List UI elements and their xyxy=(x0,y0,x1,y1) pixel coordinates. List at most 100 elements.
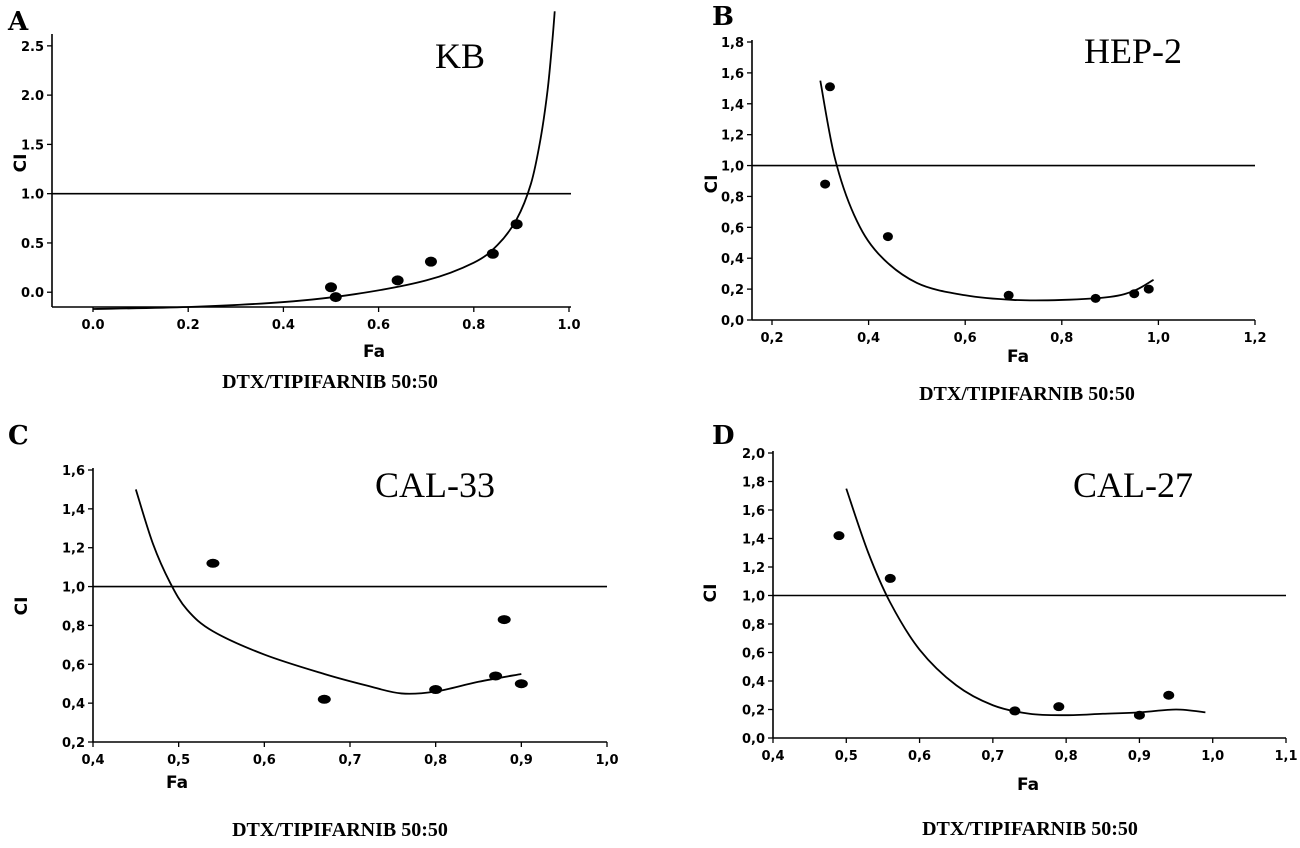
x-tick-label: 1,1 xyxy=(1274,749,1297,764)
x-tick-label: 0.0 xyxy=(81,318,104,333)
y-tick-label: 1,0 xyxy=(62,581,85,596)
data-point xyxy=(206,558,220,568)
data-point xyxy=(884,573,896,583)
y-tick-label: 0,2 xyxy=(62,736,85,751)
y-tick-label: 1,6 xyxy=(62,464,85,479)
data-point xyxy=(824,82,835,92)
data-point xyxy=(329,292,342,303)
figure-caption: DTX/TIPIFARNIB 50:50 xyxy=(919,383,1135,405)
x-axis-label: Fa xyxy=(363,342,385,362)
x-tick-label: 0,2 xyxy=(760,331,783,346)
y-tick-label: 1,8 xyxy=(742,476,765,491)
x-tick-label: 0,6 xyxy=(253,753,276,768)
x-tick-label: 0,8 xyxy=(1050,331,1073,346)
y-tick-label: 0,8 xyxy=(742,618,765,633)
x-tick-label: 1,0 xyxy=(595,753,618,768)
y-tick-label: 1,0 xyxy=(721,160,744,175)
y-axis-label: CI xyxy=(12,597,32,616)
data-point xyxy=(882,232,893,242)
data-point xyxy=(325,282,337,293)
y-tick-label: 2,0 xyxy=(742,447,765,462)
y-tick-label: 0,6 xyxy=(742,647,765,662)
x-tick-label: 0.4 xyxy=(272,318,295,333)
y-tick-label: 1,4 xyxy=(62,503,85,518)
fitted-curve xyxy=(845,488,1206,717)
chart-title: KB xyxy=(435,36,485,76)
y-axis-label: CI xyxy=(701,584,721,603)
x-axis-label: Fa xyxy=(1007,347,1029,367)
chart-panel-c: C CAL-33 0,4 0,5 0,6 0,7 0,8 0,9 1,0 0,2 0,4 0,6 0,8… xyxy=(8,421,619,841)
panel-letter: D xyxy=(712,421,735,451)
y-tick-label: 0,4 xyxy=(721,252,744,267)
y-tick-label: 1,2 xyxy=(742,561,765,576)
fitted-curve xyxy=(819,80,1155,302)
data-point xyxy=(391,275,404,286)
x-tick-label: 0,6 xyxy=(954,331,977,346)
y-tick-label: 0,0 xyxy=(742,732,765,747)
data-point xyxy=(1163,690,1175,700)
y-tick-label: 1.5 xyxy=(21,138,44,153)
x-tick-label: 0,5 xyxy=(835,749,858,764)
x-axis-label: Fa xyxy=(166,773,188,793)
data-point xyxy=(820,179,831,189)
data-point xyxy=(1129,289,1140,299)
x-tick-label: 0,4 xyxy=(761,749,784,764)
y-tick-label: 1.0 xyxy=(21,188,44,203)
figure-caption: DTX/TIPIFARNIB 50:50 xyxy=(222,371,438,393)
data-point xyxy=(1009,706,1021,716)
y-tick-label: 0,6 xyxy=(62,658,85,673)
y-tick-label: 1,2 xyxy=(721,129,744,144)
panel-letter: A xyxy=(7,7,29,37)
chart-title: CAL-27 xyxy=(1073,465,1193,505)
x-tick-label: 0,4 xyxy=(81,753,104,768)
chart-panel-b: B HEP-2 0,2 0,4 0,6 0,8 1,0 1,2 0,0 0,2 0,4 0,6 0,8 1… xyxy=(702,2,1267,405)
y-tick-label: 1,4 xyxy=(742,533,765,548)
data-point xyxy=(317,694,331,704)
y-tick-label: 1,6 xyxy=(742,504,765,519)
chart-title: HEP-2 xyxy=(1084,31,1182,71)
data-point xyxy=(497,615,511,625)
fitted-curve xyxy=(134,489,522,695)
data-point xyxy=(429,685,443,695)
y-tick-label: 1,4 xyxy=(721,98,744,113)
chart-title: CAL-33 xyxy=(375,465,495,505)
x-tick-label: 0.6 xyxy=(367,318,390,333)
figure-caption: DTX/TIPIFARNIB 50:50 xyxy=(922,818,1138,840)
y-tick-label: 0,4 xyxy=(62,697,85,712)
y-tick-label: 0,8 xyxy=(721,190,744,205)
y-axis-label: CI xyxy=(702,175,722,194)
figure-caption: DTX/TIPIFARNIB 50:50 xyxy=(232,819,448,841)
y-tick-label: 1,0 xyxy=(742,590,765,605)
y-tick-label: 0,6 xyxy=(721,221,744,236)
y-tick-label: 1,8 xyxy=(721,36,744,51)
x-tick-label: 0,4 xyxy=(857,331,880,346)
y-tick-label: 2.0 xyxy=(21,89,44,104)
x-tick-label: 1,0 xyxy=(1147,331,1170,346)
x-tick-label: 0,7 xyxy=(338,753,361,768)
data-point xyxy=(510,219,523,230)
data-point xyxy=(1143,284,1154,294)
y-tick-label: 1,2 xyxy=(62,542,85,557)
data-point xyxy=(1003,290,1014,300)
data-point xyxy=(1053,702,1065,712)
panel-letter: B xyxy=(712,2,734,32)
x-tick-label: 0.2 xyxy=(177,318,200,333)
x-tick-label: 0,7 xyxy=(981,749,1004,764)
y-tick-label: 1,6 xyxy=(721,67,744,82)
x-tick-label: 0,9 xyxy=(510,753,533,768)
y-tick-label: 0.5 xyxy=(21,237,44,252)
panel-letter: C xyxy=(8,421,29,451)
x-tick-label: 0,5 xyxy=(167,753,190,768)
data-point xyxy=(486,248,499,259)
y-axis-label: CI xyxy=(11,154,31,173)
x-tick-label: 0.8 xyxy=(462,318,485,333)
y-tick-label: 0,4 xyxy=(742,675,765,690)
y-tick-label: 0,8 xyxy=(62,619,85,634)
x-tick-label: 0,6 xyxy=(908,749,931,764)
x-tick-label: 0,9 xyxy=(1128,749,1151,764)
data-point xyxy=(489,671,503,681)
y-tick-label: 2.5 xyxy=(21,40,44,55)
chart-panel-d: D CAL-27 0,4 0,5 0,6 0,7 0,8 0,9 1,0 1,1 0,0 0,2 0,4… xyxy=(701,421,1298,840)
x-tick-label: 1,0 xyxy=(1201,749,1224,764)
